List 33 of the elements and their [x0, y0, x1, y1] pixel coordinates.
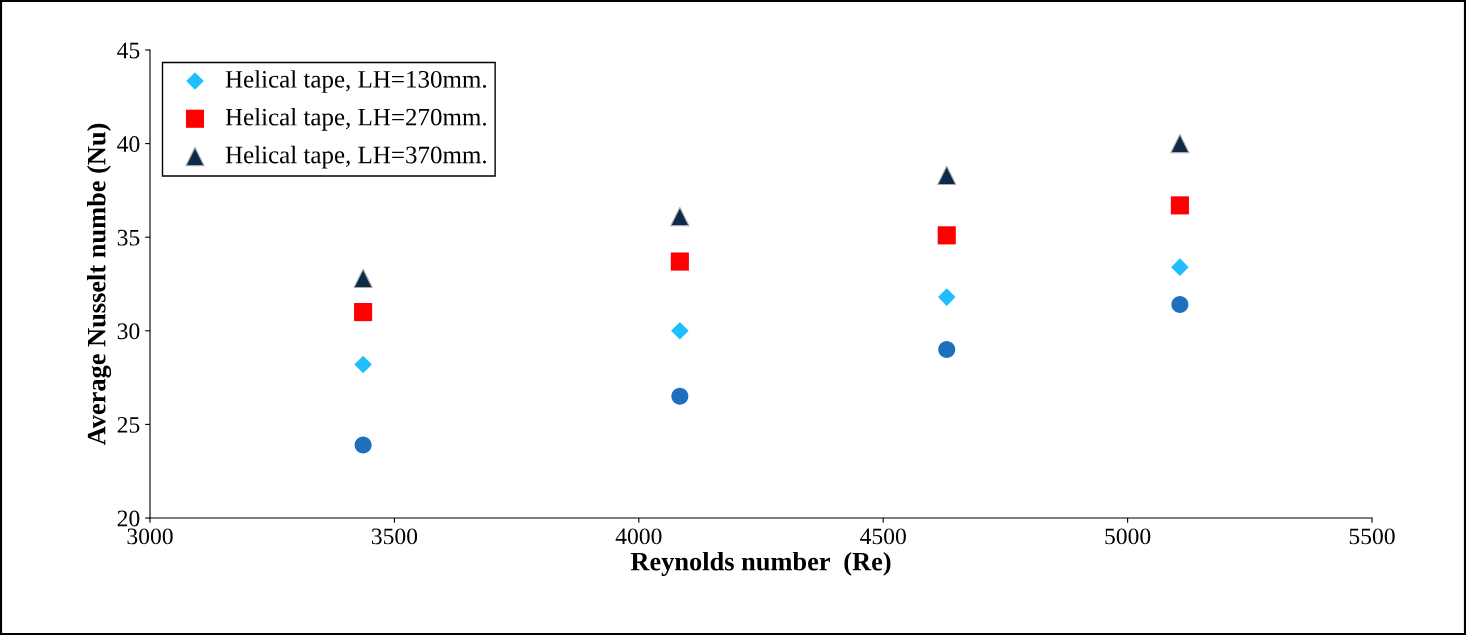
- y-tick-label: 25: [117, 416, 140, 433]
- legend-label: Helical tape, LH=270mm.: [225, 107, 486, 131]
- y-axis-title: Average Nusselt numbe (Nu): [86, 123, 112, 446]
- legend-label: Helical tape, LH=370mm.: [225, 145, 486, 169]
- x-tick-label: 4500: [860, 528, 906, 545]
- y-tick-label: 20: [117, 510, 140, 527]
- point: [937, 165, 957, 186]
- point: [671, 387, 689, 405]
- point: [938, 341, 956, 359]
- legend-label: Helical tape, LH=130mm.: [225, 70, 486, 93]
- point: [354, 355, 372, 374]
- point: [353, 268, 373, 288]
- y-tick-label: 40: [117, 136, 140, 153]
- x-tick-label: 3000: [127, 528, 173, 545]
- point: [671, 322, 689, 340]
- point: [1171, 258, 1189, 276]
- point: [937, 226, 956, 245]
- x-tick-label: 3500: [371, 528, 418, 545]
- x-tick-label: 5500: [1349, 528, 1395, 545]
- point: [354, 436, 372, 454]
- point: [670, 206, 690, 227]
- point: [1171, 296, 1189, 314]
- x-axis-title: Reynolds number (Re): [630, 551, 891, 576]
- x-tick-label: 4000: [615, 528, 662, 545]
- y-tick-label: 35: [117, 229, 140, 246]
- point: [1170, 196, 1189, 215]
- point: [937, 288, 956, 306]
- point: [354, 303, 373, 322]
- y-tick-label: 30: [117, 323, 140, 340]
- point: [1170, 133, 1190, 154]
- point: [670, 252, 689, 271]
- y-tick-label: 45: [117, 42, 140, 59]
- x-tick-label: 5000: [1105, 528, 1151, 545]
